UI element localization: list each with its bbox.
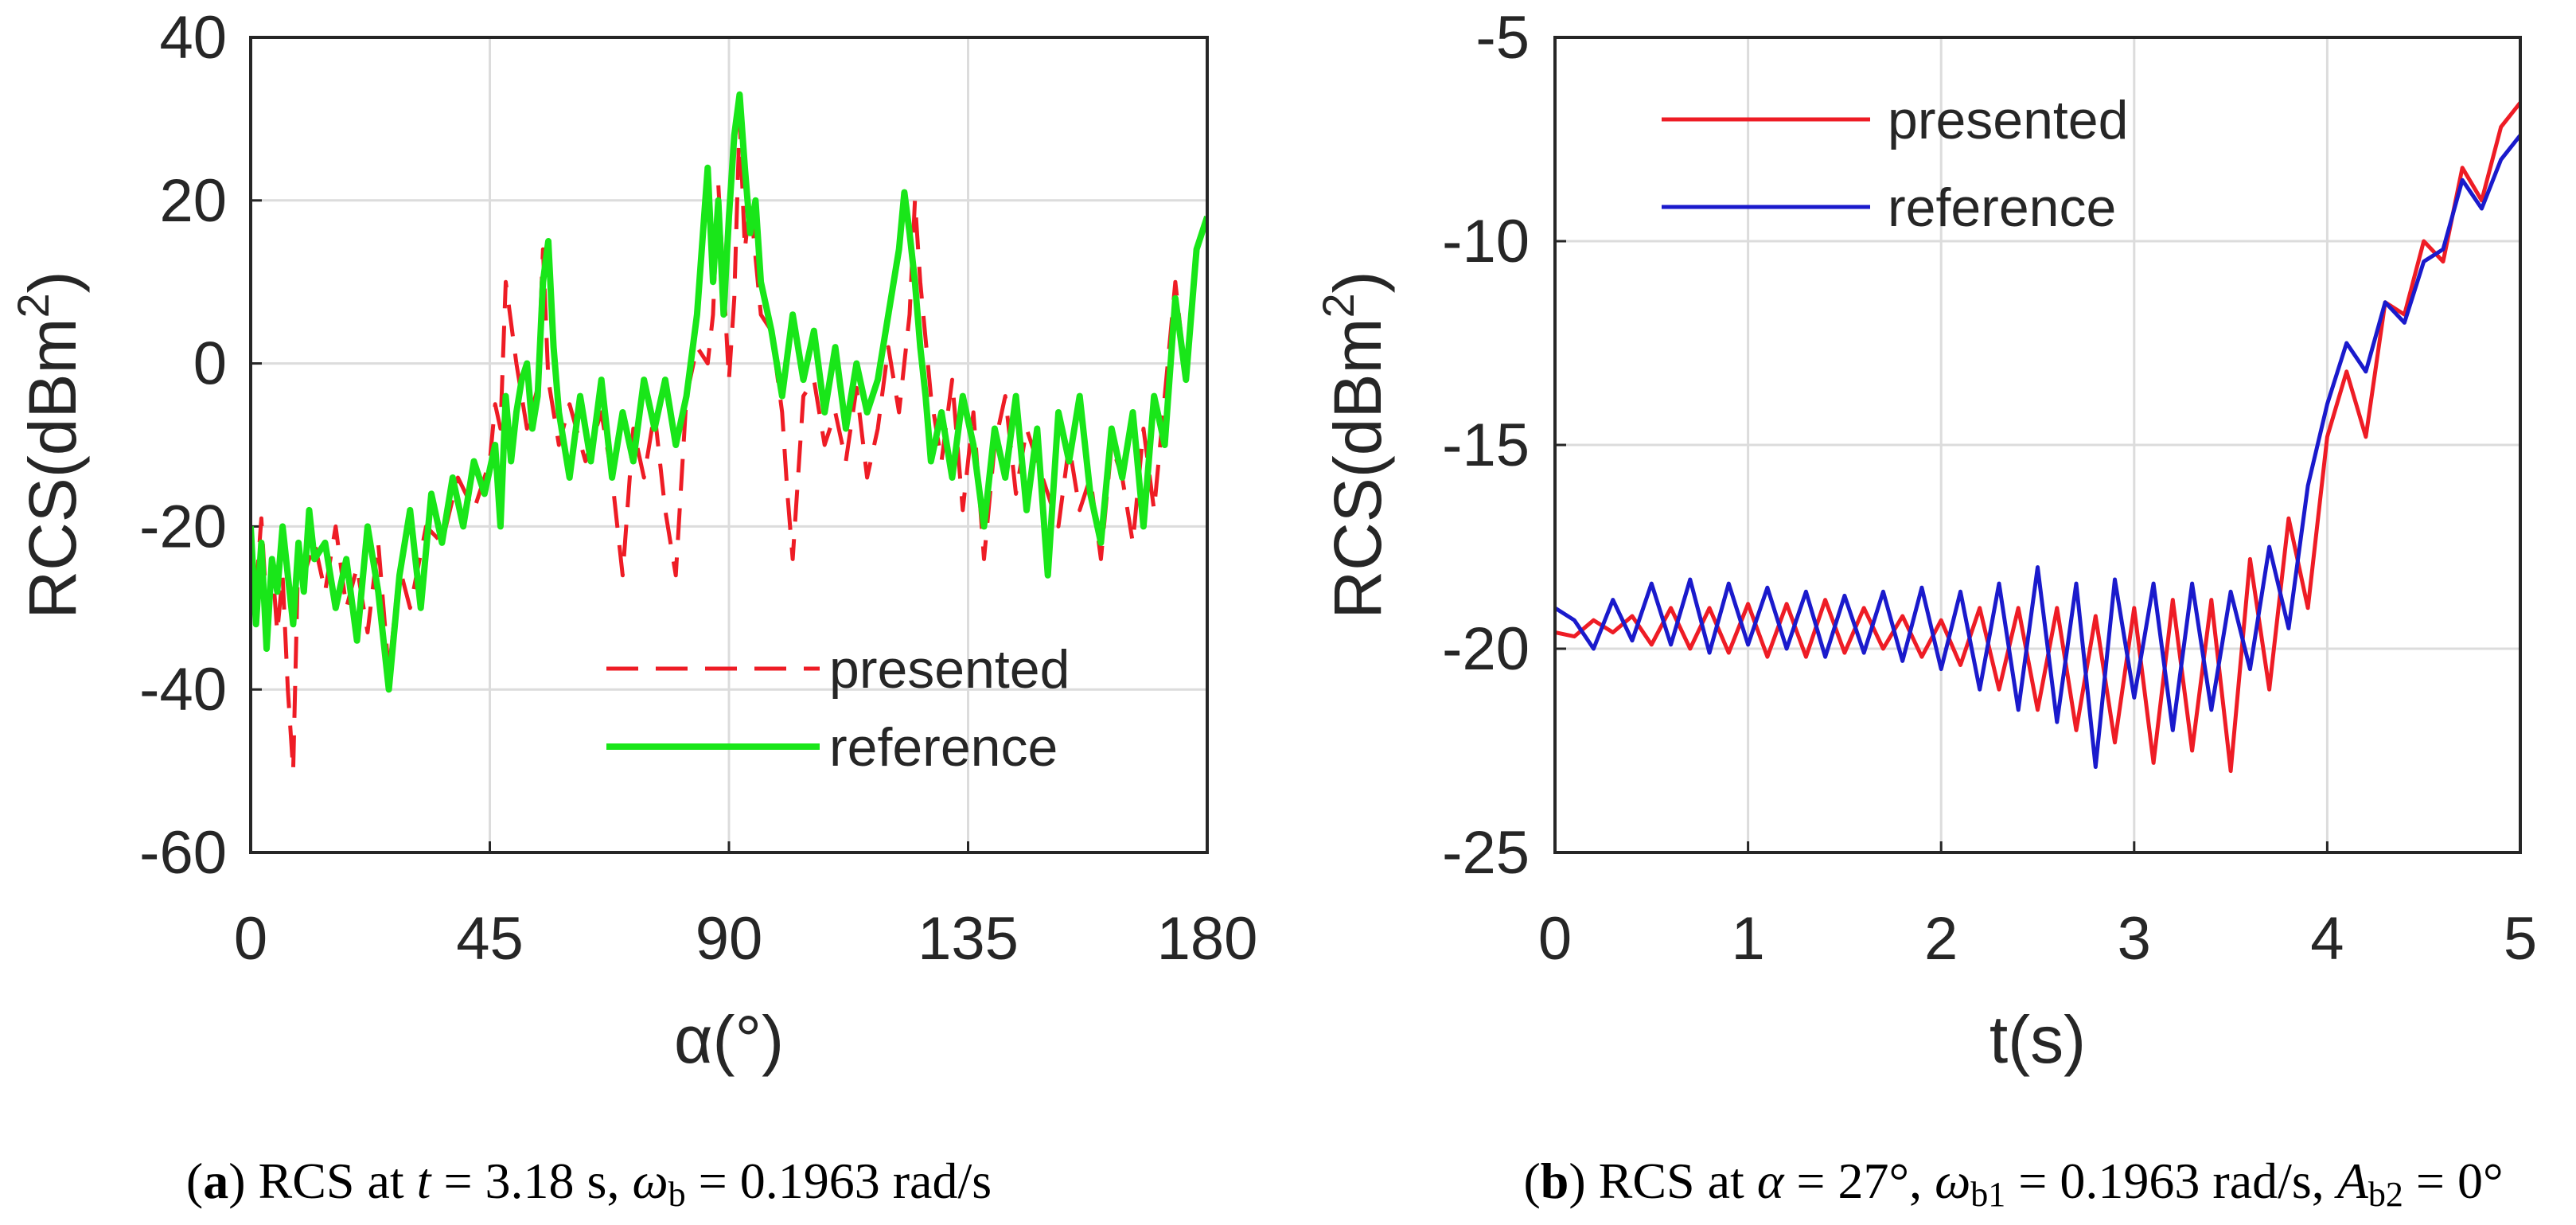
caption-part: ) RCS at [228,1153,416,1209]
y-tick-label: 40 [159,4,227,72]
caption: (b) RCS at α = 27°, ωb1 = 0.1963 rad/s, … [1523,1153,2503,1214]
caption-part: = 3.18 s, [431,1153,632,1209]
caption-part: ( [1523,1153,1540,1209]
x-tick-label: 5 [2504,905,2537,973]
y-axis-label-main: RCS(dBm [1320,318,1395,619]
caption-part: ω [1935,1153,1970,1209]
panel-a: 0 45 90 135 180 -60 -40 -20 0 20 40 presented refere… [8,4,1257,1214]
caption-part: = 0.1963 rad/s, [2005,1153,2337,1209]
legend-label-presented: presented [829,639,1070,700]
x-tick-label: 2 [1924,905,1958,973]
y-tick-label: -20 [1442,615,1530,683]
y-tick-label: 0 [193,330,227,398]
legend-label-reference: reference [1888,178,2116,238]
y-axis-label-main: RCS(dBm [15,318,90,619]
y-tick-label: -40 [139,656,227,724]
caption-part: ( [186,1153,203,1209]
x-axis-label: t(s) [1989,1002,2086,1077]
axes-box [1553,36,2522,854]
caption-part: t [417,1153,433,1209]
x-tick-label: 4 [2310,905,2344,973]
x-tick-label: 90 [696,905,763,973]
caption-part: b [1541,1153,1569,1209]
y-tick-label: -15 [1442,412,1530,479]
panel-b: 0 1 2 3 4 5 -25 -20 -15 -10 -5 presented reference t(… [1313,4,2537,1214]
caption-part: b2 [2368,1175,2403,1214]
y-tick-label: -10 [1442,208,1530,275]
caption-part: = 0.1963 rad/s [686,1153,992,1209]
caption-part: A [2334,1153,2369,1209]
legend-label-presented: presented [1888,90,2128,150]
x-axis-label: α(°) [674,1002,784,1077]
caption-part: b [668,1175,686,1214]
series-line-reference [251,91,1207,693]
caption-part: ) RCS at [1569,1153,1756,1209]
y-tick-label: -20 [139,493,227,560]
y-tick-label: -25 [1442,819,1530,887]
x-tick-label: 0 [234,905,267,973]
y-axis-label-close: ) [1320,271,1395,293]
series-line-reference [1555,134,2520,769]
y-axis-label-sup: 2 [8,293,58,318]
y-axis-label-sup: 2 [1313,293,1363,318]
x-tick-label: 45 [456,905,524,973]
y-tick-label: -60 [139,819,227,887]
caption-part: = 0° [2403,1153,2504,1209]
caption: (a) RCS at t = 3.18 s, ωb = 0.1963 rad/s [186,1153,992,1214]
y-axis-label: RCS(dBm2) [1313,271,1395,618]
caption-part: b1 [1970,1175,2005,1214]
caption-part: = 27°, [1783,1153,1935,1209]
y-tick-label: 20 [159,167,227,235]
caption-part: α [1757,1153,1785,1209]
x-tick-label: 0 [1538,905,1572,973]
x-tick-label: 180 [1157,905,1258,973]
x-tick-label: 1 [1731,905,1764,973]
caption-part: a [203,1153,228,1209]
axes-box [249,36,1209,854]
x-tick-label: 135 [918,905,1019,973]
y-tick-label: -5 [1475,4,1530,72]
x-tick-label: 3 [2118,905,2151,973]
y-axis-label: RCS(dBm2) [8,271,90,618]
y-axis-label-close: ) [15,271,90,293]
legend-label-reference: reference [829,717,1058,778]
caption-part: ω [632,1153,668,1209]
